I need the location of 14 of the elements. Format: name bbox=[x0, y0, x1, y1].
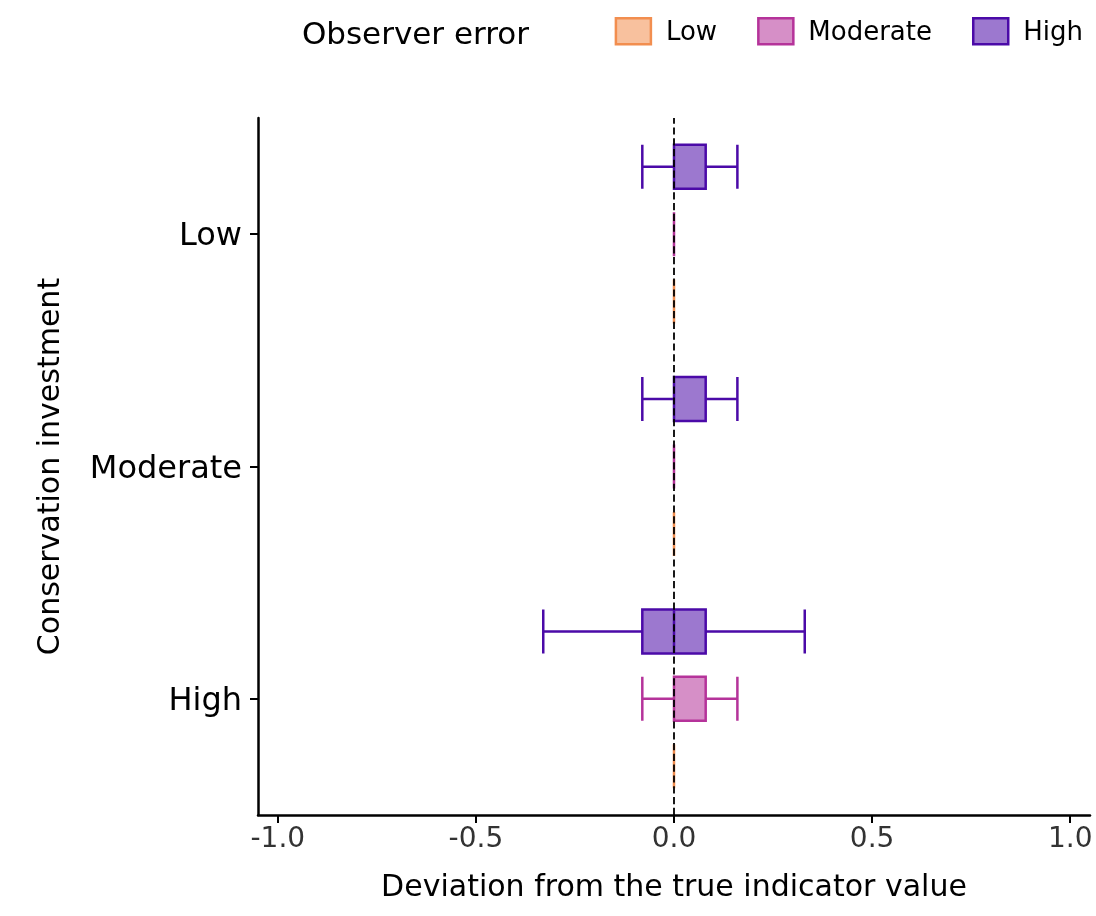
y-tick-label: Moderate bbox=[89, 447, 242, 486]
y-axis-title: Conservation investment bbox=[30, 277, 66, 656]
x-tick-label: -0.5 bbox=[448, 820, 504, 854]
x-tick-label: 0.5 bbox=[849, 820, 895, 854]
legend-label: High bbox=[1023, 16, 1084, 47]
x-tick-label: 1.0 bbox=[1047, 820, 1093, 854]
legend-title: Observer error bbox=[301, 14, 530, 51]
x-tick-label: 0.0 bbox=[651, 820, 697, 854]
x-axis-title: Deviation from the true indicator value bbox=[381, 867, 967, 903]
legend-label: Low bbox=[665, 16, 718, 47]
legend-label: Moderate bbox=[808, 16, 932, 47]
x-tick-label: -1.0 bbox=[250, 820, 306, 854]
y-tick-label: Low bbox=[178, 215, 242, 254]
y-tick-label: High bbox=[168, 679, 242, 718]
